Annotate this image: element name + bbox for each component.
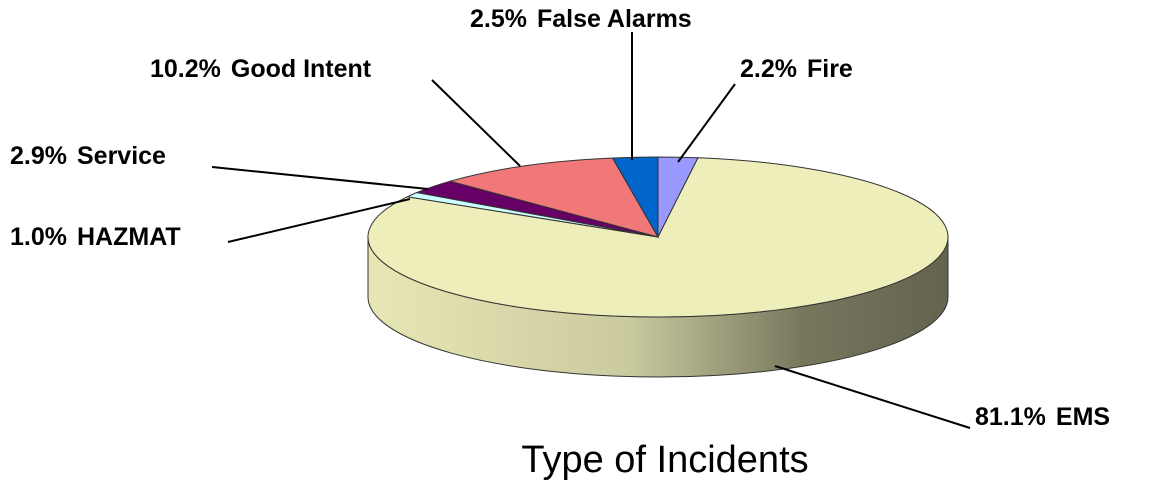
- category-label: HAZMAT: [77, 223, 181, 251]
- leader-line: [431, 79, 521, 167]
- value-label: 2.5%: [470, 5, 527, 33]
- value-label: 81.1%: [975, 403, 1046, 431]
- leader-line: [774, 365, 971, 429]
- leader-line: [227, 198, 411, 243]
- slice-label: 2.5% False Alarms: [470, 5, 692, 33]
- category-label: False Alarms: [537, 5, 692, 33]
- value-label: 1.0%: [10, 223, 67, 251]
- pie-slice: [448, 157, 660, 238]
- leader-line: [677, 83, 736, 163]
- value-label: 10.2%: [150, 55, 221, 83]
- slice-label: 1.0% HAZMAT: [10, 223, 181, 251]
- category-label: Service: [77, 142, 166, 170]
- value-label: 2.9%: [10, 142, 67, 170]
- pie-slice: [611, 156, 659, 239]
- category-label: Good Intent: [231, 55, 372, 83]
- slice-label: 10.2% Good Intent: [150, 55, 372, 83]
- category-label: Fire: [807, 55, 853, 83]
- slice-label: 2.9% Service: [10, 142, 166, 170]
- category-label: EMS: [1056, 403, 1110, 431]
- leader-line: [211, 166, 429, 190]
- chart-title: Type of Incidents: [521, 439, 808, 481]
- value-label: 2.2%: [740, 55, 797, 83]
- slice-label: 81.1% EMS: [975, 403, 1110, 431]
- slice-label: 2.2% Fire: [740, 55, 853, 83]
